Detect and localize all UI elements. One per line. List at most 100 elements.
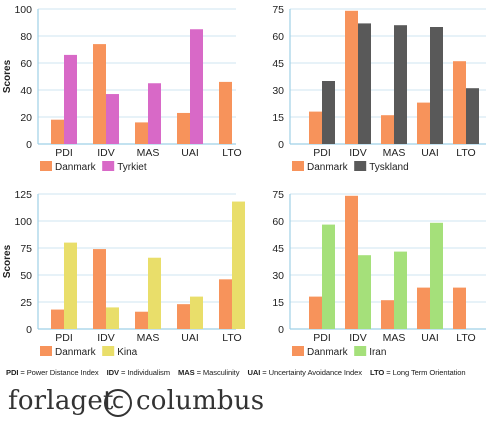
legend-label: Danmark bbox=[307, 162, 349, 173]
legend-swatch bbox=[354, 346, 367, 356]
x-tick-label: LTO bbox=[456, 332, 475, 344]
y-tick-label: 15 bbox=[272, 112, 284, 124]
y-tick-label: 60 bbox=[272, 31, 284, 43]
bar-kina-pdi bbox=[64, 242, 77, 329]
x-tick-label: PDI bbox=[55, 332, 73, 344]
y-tick-label: 75 bbox=[272, 4, 284, 16]
bar-danmark-mas bbox=[381, 300, 394, 329]
legend-label: Danmark bbox=[307, 347, 349, 358]
bar-danmark-lto bbox=[219, 81, 232, 144]
x-tick-label: UAI bbox=[421, 332, 439, 344]
bar-tyskland-idv bbox=[358, 23, 371, 144]
chart-svg: 0 20 40 60 80 100 Scores PDI IDV MAS UAI LTO Danmark… bbox=[2, 4, 242, 173]
x-tick-label: UAI bbox=[421, 147, 439, 159]
legend-label: Kina bbox=[117, 347, 137, 358]
legend-swatch bbox=[40, 161, 52, 171]
y-tick-label: 60 bbox=[272, 216, 284, 228]
legend-swatch bbox=[102, 161, 115, 171]
y-axis-label: Scores bbox=[2, 59, 13, 93]
bar-danmark-pdi bbox=[51, 119, 64, 144]
x-tick-label: IDV bbox=[97, 332, 115, 344]
publisher-logo: forlaget c columbus bbox=[8, 384, 308, 420]
legend-label: Iran bbox=[369, 347, 386, 358]
legend-label: Tyskland bbox=[369, 162, 408, 173]
bar-tyskland-uai bbox=[430, 27, 443, 144]
bar-iran-idv bbox=[358, 255, 371, 329]
bar-danmark-uai bbox=[177, 112, 190, 144]
legend-swatch bbox=[354, 161, 367, 171]
x-tick-label: IDV bbox=[349, 332, 367, 344]
x-tick-label: UAI bbox=[181, 147, 199, 159]
bar-tyskland-pdi bbox=[322, 81, 335, 144]
bar-danmark-uai bbox=[177, 304, 190, 329]
y-tick-label: 60 bbox=[20, 58, 32, 70]
chart-svg: 0 25 50 75 100 125 Scores PDI IDV MAS UAI LTO Danmar… bbox=[2, 189, 245, 358]
bar-kina-lto bbox=[232, 201, 245, 329]
logo-word-forlaget: forlaget bbox=[8, 386, 114, 416]
y-tick-label: 40 bbox=[20, 85, 32, 97]
y-tick-label: 0 bbox=[278, 139, 284, 151]
y-tick-label: 0 bbox=[26, 324, 32, 336]
bar-tyrkiet-idv bbox=[106, 94, 119, 144]
y-tick-label: 30 bbox=[272, 270, 284, 282]
bar-danmark-mas bbox=[135, 311, 148, 329]
bar-kina-mas bbox=[148, 257, 161, 329]
y-tick-label: 0 bbox=[26, 139, 32, 151]
bar-tyrkiet-mas bbox=[148, 83, 161, 144]
x-tick-label: MAS bbox=[137, 332, 160, 344]
bar-danmark-idv bbox=[345, 10, 358, 144]
x-tick-label: MAS bbox=[137, 147, 160, 159]
bar-danmark-pdi bbox=[309, 111, 322, 144]
bar-danmark-idv bbox=[345, 195, 358, 329]
x-tick-label: MAS bbox=[383, 332, 406, 344]
chart-danmark-iran: 0 15 30 45 60 75 PDI IDV MAS UAI LTO Danmark Iran bbox=[250, 185, 500, 370]
bar-kina-idv bbox=[106, 307, 119, 329]
copyright-circle-icon: c bbox=[104, 389, 132, 417]
y-tick-label: 50 bbox=[20, 270, 32, 282]
y-tick-label: 80 bbox=[20, 31, 32, 43]
bar-danmark-idv bbox=[93, 249, 106, 329]
footnote-item: UAI = Uncertainty Avoidance Index bbox=[247, 368, 362, 377]
y-tick-label: 45 bbox=[272, 243, 284, 255]
bar-tyskland-mas bbox=[394, 25, 407, 145]
bar-danmark-pdi bbox=[309, 296, 322, 329]
x-tick-label: PDI bbox=[313, 332, 331, 344]
bar-danmark-lto bbox=[219, 279, 232, 329]
y-tick-label: 15 bbox=[272, 297, 284, 309]
chart-danmark-tyskland: 0 15 30 45 60 75 PDI IDV MAS UAI LTO Danmark Tysklan… bbox=[250, 0, 500, 185]
x-tick-label: IDV bbox=[349, 147, 367, 159]
y-tick-label: 75 bbox=[20, 243, 32, 255]
x-tick-label: PDI bbox=[55, 147, 73, 159]
bar-danmark-uai bbox=[417, 287, 430, 329]
legend-label: Tyrkiet bbox=[117, 162, 147, 173]
bar-danmark-mas bbox=[135, 122, 148, 144]
y-tick-label: 75 bbox=[272, 189, 284, 201]
y-tick-label: 25 bbox=[20, 297, 32, 309]
y-tick-label: 0 bbox=[278, 324, 284, 336]
bar-danmark-idv bbox=[93, 44, 106, 144]
x-tick-label: UAI bbox=[181, 332, 199, 344]
bar-iran-mas bbox=[394, 251, 407, 329]
bar-danmark-lto bbox=[453, 287, 466, 329]
footnote-item: MAS = Masculinity bbox=[178, 368, 240, 377]
x-tick-label: LTO bbox=[456, 147, 475, 159]
legend-swatch bbox=[292, 346, 304, 356]
y-tick-label: 30 bbox=[272, 85, 284, 97]
logo-word-columbus: columbus bbox=[136, 386, 265, 416]
bar-iran-uai bbox=[430, 222, 443, 329]
chart-svg: 0 15 30 45 60 75 PDI IDV MAS UAI LTO Danmark Tysklan… bbox=[272, 4, 486, 173]
chart-danmark-tyrkiet: 0 20 40 60 80 100 Scores PDI IDV MAS UAI LTO Danmark… bbox=[0, 0, 250, 185]
y-tick-label: 100 bbox=[14, 216, 32, 228]
legend-swatch bbox=[292, 161, 304, 171]
legend-label: Danmark bbox=[55, 347, 97, 358]
legend-swatch bbox=[102, 346, 115, 356]
chart-danmark-kina: 0 25 50 75 100 125 Scores PDI IDV MAS UAI LTO Danmar… bbox=[0, 185, 250, 370]
legend-label: Danmark bbox=[55, 162, 97, 173]
y-tick-label: 125 bbox=[14, 189, 32, 201]
y-tick-label: 20 bbox=[20, 112, 32, 124]
x-tick-label: PDI bbox=[313, 147, 331, 159]
bar-kina-uai bbox=[190, 296, 203, 329]
bar-danmark-lto bbox=[453, 61, 466, 145]
x-tick-label: IDV bbox=[97, 147, 115, 159]
legend-swatch bbox=[40, 346, 52, 356]
